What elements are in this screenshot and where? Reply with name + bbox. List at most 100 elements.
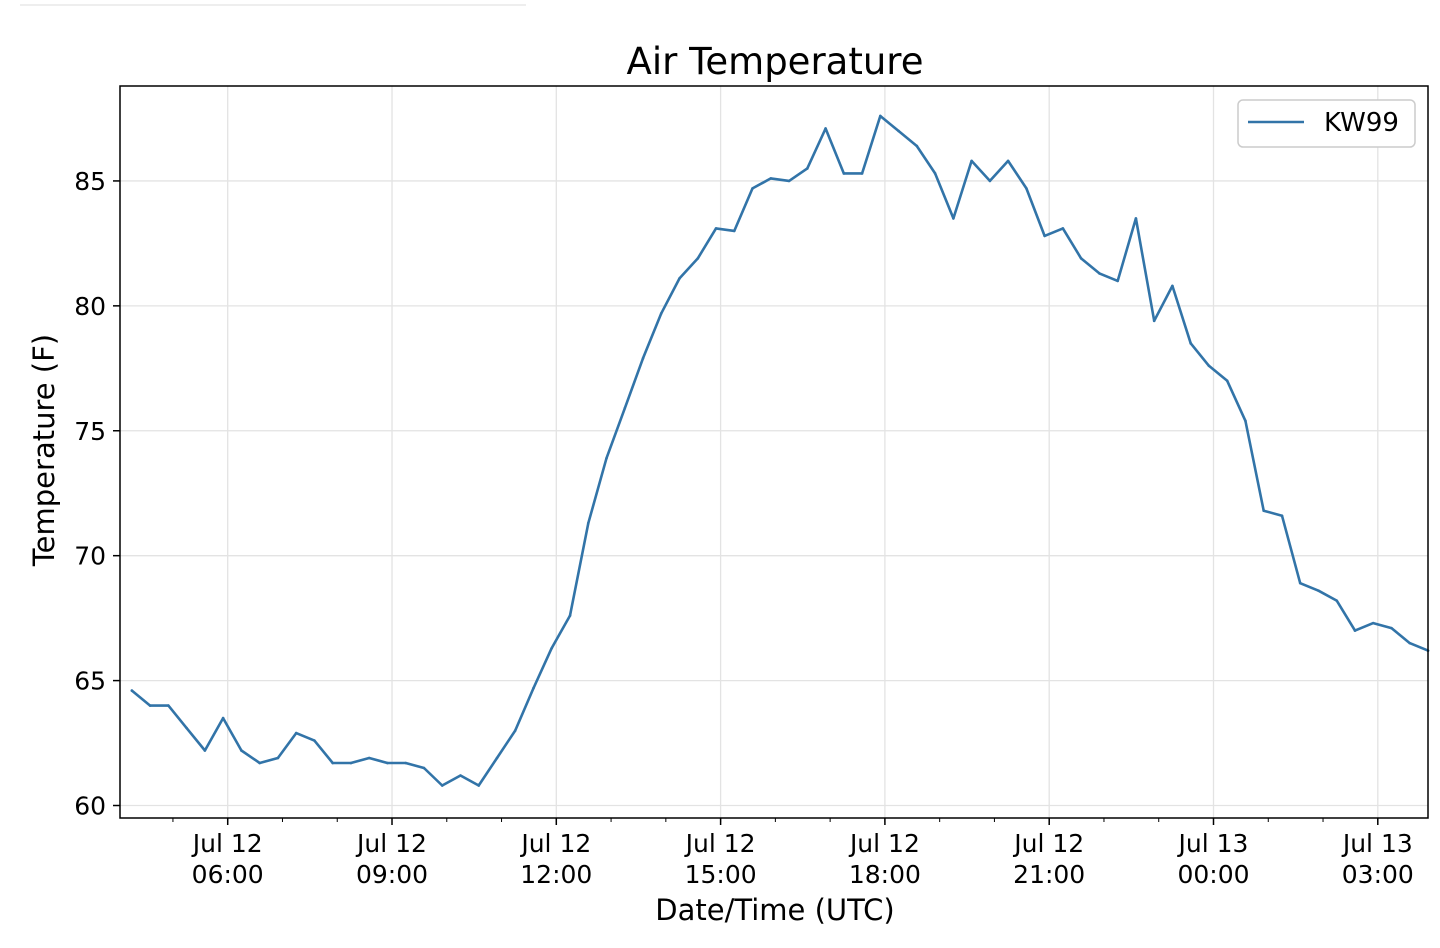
- data-point: [659, 312, 663, 315]
- data-point: [148, 704, 152, 707]
- data-point: [404, 761, 407, 765]
- x-tick-label-date: Jul 12: [848, 829, 920, 858]
- data-point: [714, 227, 718, 230]
- data-point: [952, 217, 955, 220]
- data-point: [586, 521, 590, 525]
- chart-title: Air Temperature: [627, 40, 924, 83]
- data-point: [240, 749, 243, 752]
- data-point: [221, 716, 225, 720]
- series-line-kw99: [130, 114, 1430, 787]
- y-tick-label: 60: [74, 792, 106, 821]
- data-point: [641, 357, 645, 360]
- x-tick-label-date: Jul 12: [1012, 829, 1084, 858]
- data-point: [1353, 629, 1357, 632]
- data-point: [769, 177, 773, 180]
- data-point: [879, 114, 882, 118]
- data-point: [824, 127, 827, 130]
- data-point: [1371, 621, 1375, 625]
- x-tick-label-date: Jul 13: [1177, 829, 1249, 858]
- data-point: [513, 729, 517, 732]
- data-point: [1390, 626, 1393, 630]
- data-point: [532, 686, 535, 690]
- data-point: [1079, 257, 1083, 260]
- data-point: [1189, 342, 1192, 345]
- data-point: [623, 406, 627, 410]
- data-point: [1298, 581, 1302, 585]
- data-point: [751, 187, 754, 190]
- y-tick-label: 85: [74, 167, 106, 196]
- x-tick-label-time: 21:00: [1013, 860, 1085, 889]
- data-point: [732, 229, 736, 233]
- x-axis-label: Date/Time (UTC): [655, 893, 894, 927]
- data-point: [440, 784, 444, 787]
- data-point: [367, 756, 371, 760]
- data-point: [1171, 284, 1174, 288]
- data-point: [1280, 514, 1284, 518]
- data-point: [203, 749, 207, 752]
- data-point: [897, 129, 900, 133]
- data-point: [477, 784, 481, 787]
- x-tick-label-date: Jul 12: [355, 829, 427, 858]
- data-point: [313, 739, 316, 742]
- data-point: [678, 277, 681, 280]
- data-point: [185, 726, 188, 730]
- data-point: [1116, 279, 1119, 283]
- data-point: [933, 172, 937, 175]
- x-tick-label-time: 03:00: [1342, 860, 1414, 889]
- data-point: [495, 756, 499, 760]
- data-point: [1098, 272, 1101, 275]
- data-point: [1225, 379, 1229, 383]
- x-tick-label-time: 00:00: [1177, 860, 1249, 889]
- data-point: [1207, 364, 1211, 368]
- data-point: [1025, 187, 1028, 190]
- data-point: [459, 774, 462, 777]
- data-point: [258, 761, 261, 765]
- x-tick-label-time: 18:00: [849, 860, 921, 889]
- chart-legend: KW99: [1237, 99, 1416, 148]
- y-tick-label: 75: [74, 417, 106, 446]
- data-point: [349, 761, 353, 765]
- data-point: [842, 172, 846, 175]
- data-point: [988, 179, 992, 183]
- data-point: [1317, 589, 1320, 592]
- legend-box: [1237, 99, 1416, 148]
- data-point: [696, 257, 700, 260]
- data-point: [130, 689, 134, 692]
- plot-area-frame: [119, 85, 1429, 819]
- x-tick-label-date: Jul 12: [519, 829, 591, 858]
- data-point: [860, 172, 864, 175]
- data-point: [806, 167, 809, 170]
- data-point: [1244, 419, 1247, 423]
- data-point: [1043, 234, 1046, 238]
- x-tick-label-date: Jul 12: [191, 829, 263, 858]
- y-tick-label: 80: [74, 292, 106, 321]
- data-point: [1262, 509, 1266, 513]
- data-point: [1335, 599, 1339, 602]
- x-tick-label-time: 06:00: [192, 860, 264, 889]
- data-point: [294, 731, 298, 735]
- x-tick-label-time: 15:00: [685, 860, 757, 889]
- data-point: [331, 761, 334, 765]
- data-point: [1006, 159, 1010, 163]
- data-point: [167, 704, 170, 707]
- y-axis-label: Temperature (F): [27, 334, 61, 567]
- data-point: [1152, 319, 1156, 323]
- data-point: [1061, 227, 1065, 230]
- data-point: [386, 761, 389, 765]
- data-point: [1408, 641, 1412, 645]
- y-tick-label: 70: [74, 542, 106, 571]
- x-tick-label-time: 09:00: [356, 860, 428, 889]
- x-tick-label-time: 12:00: [520, 860, 592, 889]
- data-point: [970, 159, 973, 163]
- data-point: [915, 144, 919, 148]
- data-point: [568, 614, 572, 617]
- series-layer: [130, 114, 1430, 787]
- data-point: [276, 756, 280, 760]
- legend-label-kw99: KW99: [1324, 108, 1399, 138]
- data-point: [422, 766, 426, 770]
- data-point: [605, 456, 608, 460]
- data-point: [787, 179, 791, 183]
- data-point: [1134, 217, 1138, 220]
- top-divider: [20, 4, 526, 6]
